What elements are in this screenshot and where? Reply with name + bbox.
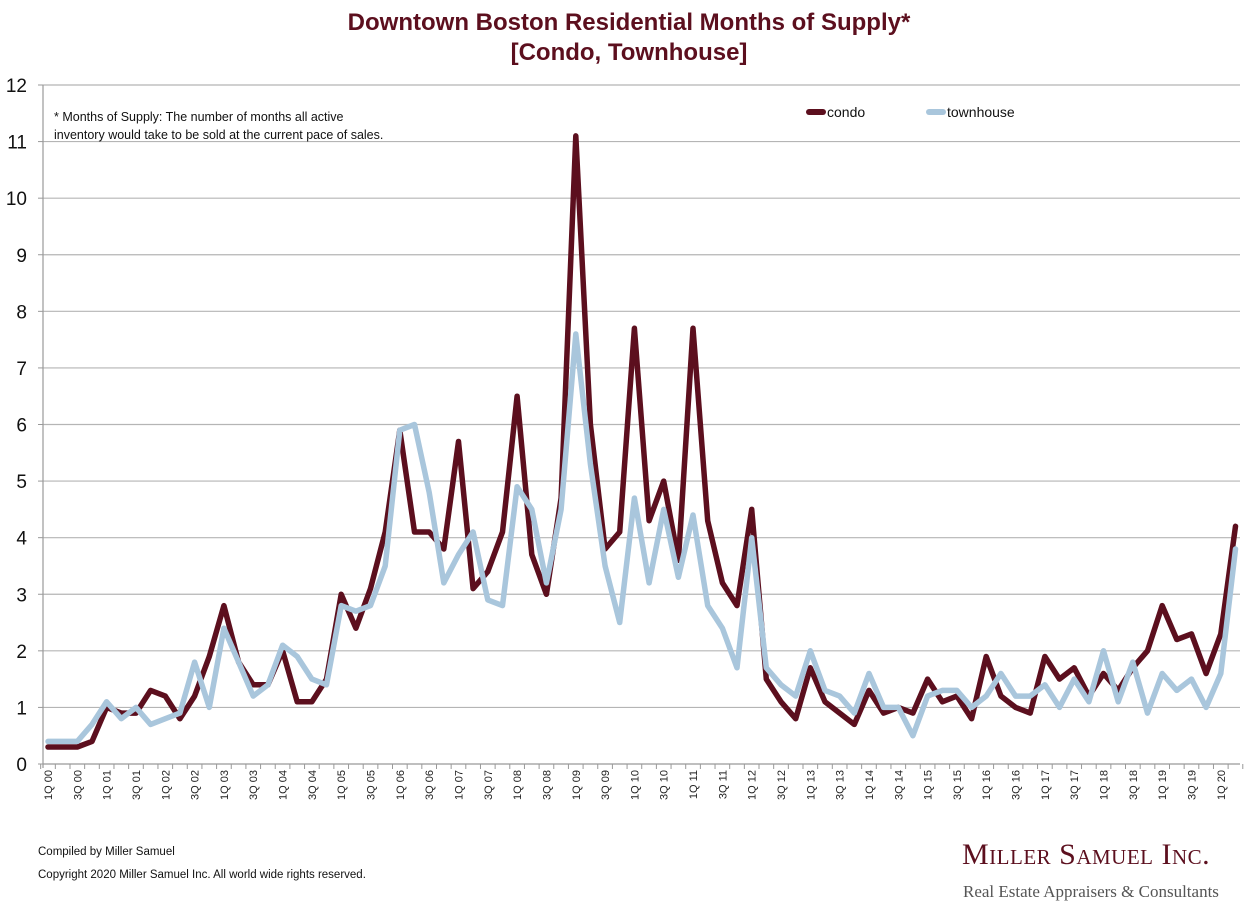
x-tick-label: 1Q 19 — [1157, 770, 1169, 800]
x-axis: 1Q 00 3Q 00 1Q 01 3Q 01 1Q 02 3Q 02 1Q 03 3Q 03… — [40, 763, 1244, 800]
annotation-note: * Months of Supply: The number of months… — [54, 108, 383, 144]
x-tick-label: 3Q 11 — [717, 770, 729, 799]
y-tick-label: 12 — [6, 76, 27, 97]
x-tick-label: 3Q 15 — [952, 770, 964, 800]
x-tick-label: 1Q 03 — [219, 770, 231, 800]
x-tick-label: 1Q 17 — [1040, 770, 1052, 800]
x-tick-label: 3Q 19 — [1186, 770, 1198, 800]
company-logo: Miller Samuel Inc. — [962, 838, 1211, 871]
x-tick-label: 1Q 16 — [981, 770, 993, 800]
x-tick-label: 3Q 04 — [307, 770, 319, 800]
x-tick-label: 3Q 07 — [483, 770, 495, 800]
y-tick-label: 1 — [16, 698, 27, 719]
y-tick-label: 4 — [16, 529, 27, 550]
x-tick-label: 3Q 09 — [600, 770, 612, 800]
legend-item-condo: condo — [806, 104, 865, 120]
x-tick-label: 3Q 17 — [1069, 770, 1081, 800]
x-tick-label: 3Q 00 — [72, 770, 84, 800]
x-tick-label: 3Q 01 — [131, 770, 143, 800]
x-tick-label: 3Q 10 — [659, 770, 671, 800]
company-tagline: Real Estate Appraisers & Consultants — [963, 882, 1219, 901]
chart-title: Downtown Boston Residential Months of Su… — [347, 9, 911, 36]
x-tick-label: 1Q 10 — [629, 770, 641, 800]
x-tick-label: 1Q 02 — [160, 770, 172, 800]
x-tick-label: 3Q 06 — [424, 770, 436, 800]
legend-item-townhouse: townhouse — [926, 104, 1015, 120]
x-tick-label: 1Q 01 — [102, 770, 114, 800]
x-tick-label: 3Q 18 — [1128, 770, 1140, 800]
annotation-line-2: inventory would take to be sold at the c… — [54, 128, 384, 142]
legend-label-townhouse: townhouse — [947, 104, 1015, 120]
series-line-condo — [45, 133, 1239, 750]
legend-swatch-townhouse — [926, 109, 946, 115]
y-tick-label: 8 — [16, 302, 27, 323]
x-tick-label: 3Q 12 — [776, 770, 788, 800]
x-tick-label: 3Q 16 — [1011, 770, 1023, 800]
x-tick-label: 3Q 03 — [248, 770, 260, 800]
x-tick-label: 1Q 18 — [1099, 770, 1111, 800]
y-tick-label: 10 — [6, 189, 27, 210]
y-tick-label: 5 — [16, 472, 27, 493]
x-tick-label: 3Q 02 — [190, 770, 202, 800]
x-tick-label: 1Q 09 — [571, 770, 583, 800]
x-tick-label: 1Q 13 — [805, 770, 817, 800]
x-tick-label: 3Q 08 — [541, 770, 553, 800]
x-tick-label: 1Q 06 — [395, 770, 407, 800]
annotation-line-1: * Months of Supply: The number of months… — [54, 110, 344, 124]
x-tick-label: 1Q 07 — [453, 770, 465, 800]
x-tick-label: 1Q 14 — [864, 770, 876, 800]
y-tick-label: 6 — [16, 416, 27, 437]
compiled-by-text: Compiled by Miller Samuel — [38, 846, 175, 858]
x-tick-label: 1Q 00 — [43, 770, 55, 800]
legend-label-condo: condo — [827, 104, 866, 120]
y-tick-label: 2 — [16, 642, 27, 663]
y-tick-label: 9 — [16, 246, 27, 267]
y-tick-label: 11 — [7, 133, 27, 154]
y-tick-label: 7 — [16, 359, 27, 380]
x-tick-label: 3Q 14 — [893, 770, 905, 800]
series-lines — [45, 133, 1239, 750]
x-tick-label: 1Q 20 — [1216, 770, 1228, 800]
legend-swatch-condo — [806, 109, 826, 115]
x-tick-label: 1Q 04 — [278, 770, 290, 800]
x-tick-label: 1Q 05 — [336, 770, 348, 800]
x-tick-label: 1Q 11 — [688, 770, 700, 799]
x-tick-label: 1Q 08 — [512, 770, 524, 800]
series-line-townhouse — [45, 331, 1239, 745]
copyright-text: Copyright 2020 Miller Samuel Inc. All wo… — [38, 869, 366, 881]
x-tick-label: 3Q 05 — [366, 770, 378, 800]
x-tick-label: 1Q 15 — [923, 770, 935, 800]
y-tick-label: 3 — [16, 585, 27, 606]
y-tick-label: 0 — [16, 755, 27, 776]
chart-subtitle: [Condo, Townhouse] — [510, 39, 748, 66]
x-tick-label: 3Q 13 — [835, 770, 847, 800]
x-tick-label: 1Q 12 — [747, 770, 759, 800]
